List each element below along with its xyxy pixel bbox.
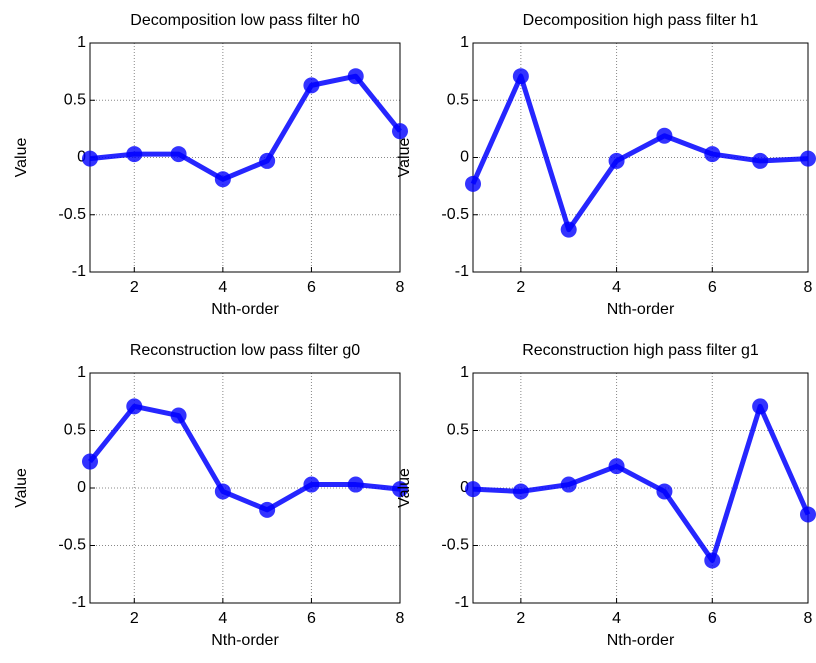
data-point <box>392 481 408 498</box>
y-tick-label: 0.5 <box>447 422 469 439</box>
y-tick-label: 0.5 <box>64 422 86 439</box>
data-point <box>512 68 529 85</box>
y-tick-label: -0.5 <box>441 537 469 554</box>
data-point <box>82 453 98 470</box>
y-axis-label: Value <box>396 138 413 178</box>
data-point <box>126 398 143 415</box>
data-point <box>512 483 529 500</box>
x-tick-label: 4 <box>612 610 621 627</box>
data-point <box>170 146 187 163</box>
data-point <box>347 476 364 493</box>
y-tick-label: -1 <box>455 263 469 280</box>
data-point <box>560 476 577 493</box>
y-tick-label: 1 <box>77 34 86 51</box>
y-axis-label: Value <box>13 138 30 178</box>
data-point <box>752 398 769 415</box>
y-tick-label: 0.5 <box>64 91 86 108</box>
x-tick-label: 4 <box>218 610 227 627</box>
y-tick-label: -1 <box>72 263 86 280</box>
data-point <box>347 68 364 85</box>
x-axis-label: Nth-order <box>211 301 279 318</box>
chart-title: Decomposition high pass filter h1 <box>523 12 759 29</box>
data-point <box>259 152 276 169</box>
data-point <box>303 77 320 94</box>
y-tick-label: 1 <box>460 34 469 51</box>
data-point <box>392 123 408 140</box>
x-tick-label: 2 <box>130 279 139 296</box>
y-tick-label: -1 <box>455 594 469 611</box>
x-tick-label: 2 <box>130 610 139 627</box>
y-tick-label: -0.5 <box>58 206 86 223</box>
x-tick-label: 6 <box>708 279 717 296</box>
data-point <box>608 458 625 475</box>
data-point <box>704 146 721 163</box>
data-point <box>214 483 231 500</box>
data-point <box>82 150 98 167</box>
y-tick-label: 0.5 <box>447 91 469 108</box>
x-tick-label: 8 <box>396 610 405 627</box>
y-axis-label: Value <box>13 468 30 508</box>
y-tick-label: 0 <box>460 149 469 166</box>
data-point <box>704 552 721 569</box>
x-axis-label: Nth-order <box>211 632 279 649</box>
x-tick-label: 8 <box>396 279 405 296</box>
data-point <box>800 150 816 167</box>
x-tick-label: 4 <box>612 279 621 296</box>
data-point <box>259 501 276 518</box>
data-line <box>470 73 809 233</box>
data-point <box>465 481 481 498</box>
x-tick-label: 8 <box>804 279 813 296</box>
data-point <box>608 152 625 169</box>
data-point <box>752 152 769 169</box>
data-point <box>126 146 143 163</box>
data-point <box>560 221 577 238</box>
y-tick-label: 1 <box>77 364 86 381</box>
data-point <box>465 175 481 192</box>
y-tick-label: 0 <box>460 479 469 496</box>
data-point <box>170 407 187 424</box>
x-tick-label: 8 <box>804 610 813 627</box>
chart-title: Reconstruction high pass filter g1 <box>522 342 759 359</box>
x-axis-label: Nth-order <box>607 301 675 318</box>
data-point <box>800 506 816 523</box>
data-point <box>303 476 320 493</box>
x-tick-label: 2 <box>516 610 525 627</box>
x-tick-label: 6 <box>307 610 316 627</box>
data-line <box>472 403 811 563</box>
x-tick-label: 4 <box>218 279 227 296</box>
data-point <box>214 171 231 188</box>
y-tick-label: 1 <box>460 364 469 381</box>
chart-title: Reconstruction low pass filter g0 <box>130 342 360 359</box>
x-tick-label: 6 <box>307 279 316 296</box>
data-point <box>656 127 673 144</box>
data-point <box>656 483 673 500</box>
y-tick-label: 0 <box>77 149 86 166</box>
chart-title: Decomposition low pass filter h0 <box>130 12 360 29</box>
y-axis-label: Value <box>396 468 413 508</box>
y-tick-label: -0.5 <box>441 206 469 223</box>
x-axis-label: Nth-order <box>607 632 675 649</box>
y-tick-label: -1 <box>72 594 86 611</box>
y-tick-label: -0.5 <box>58 537 86 554</box>
y-tick-label: 0 <box>77 479 86 496</box>
x-tick-label: 2 <box>516 279 525 296</box>
x-tick-label: 6 <box>708 610 717 627</box>
